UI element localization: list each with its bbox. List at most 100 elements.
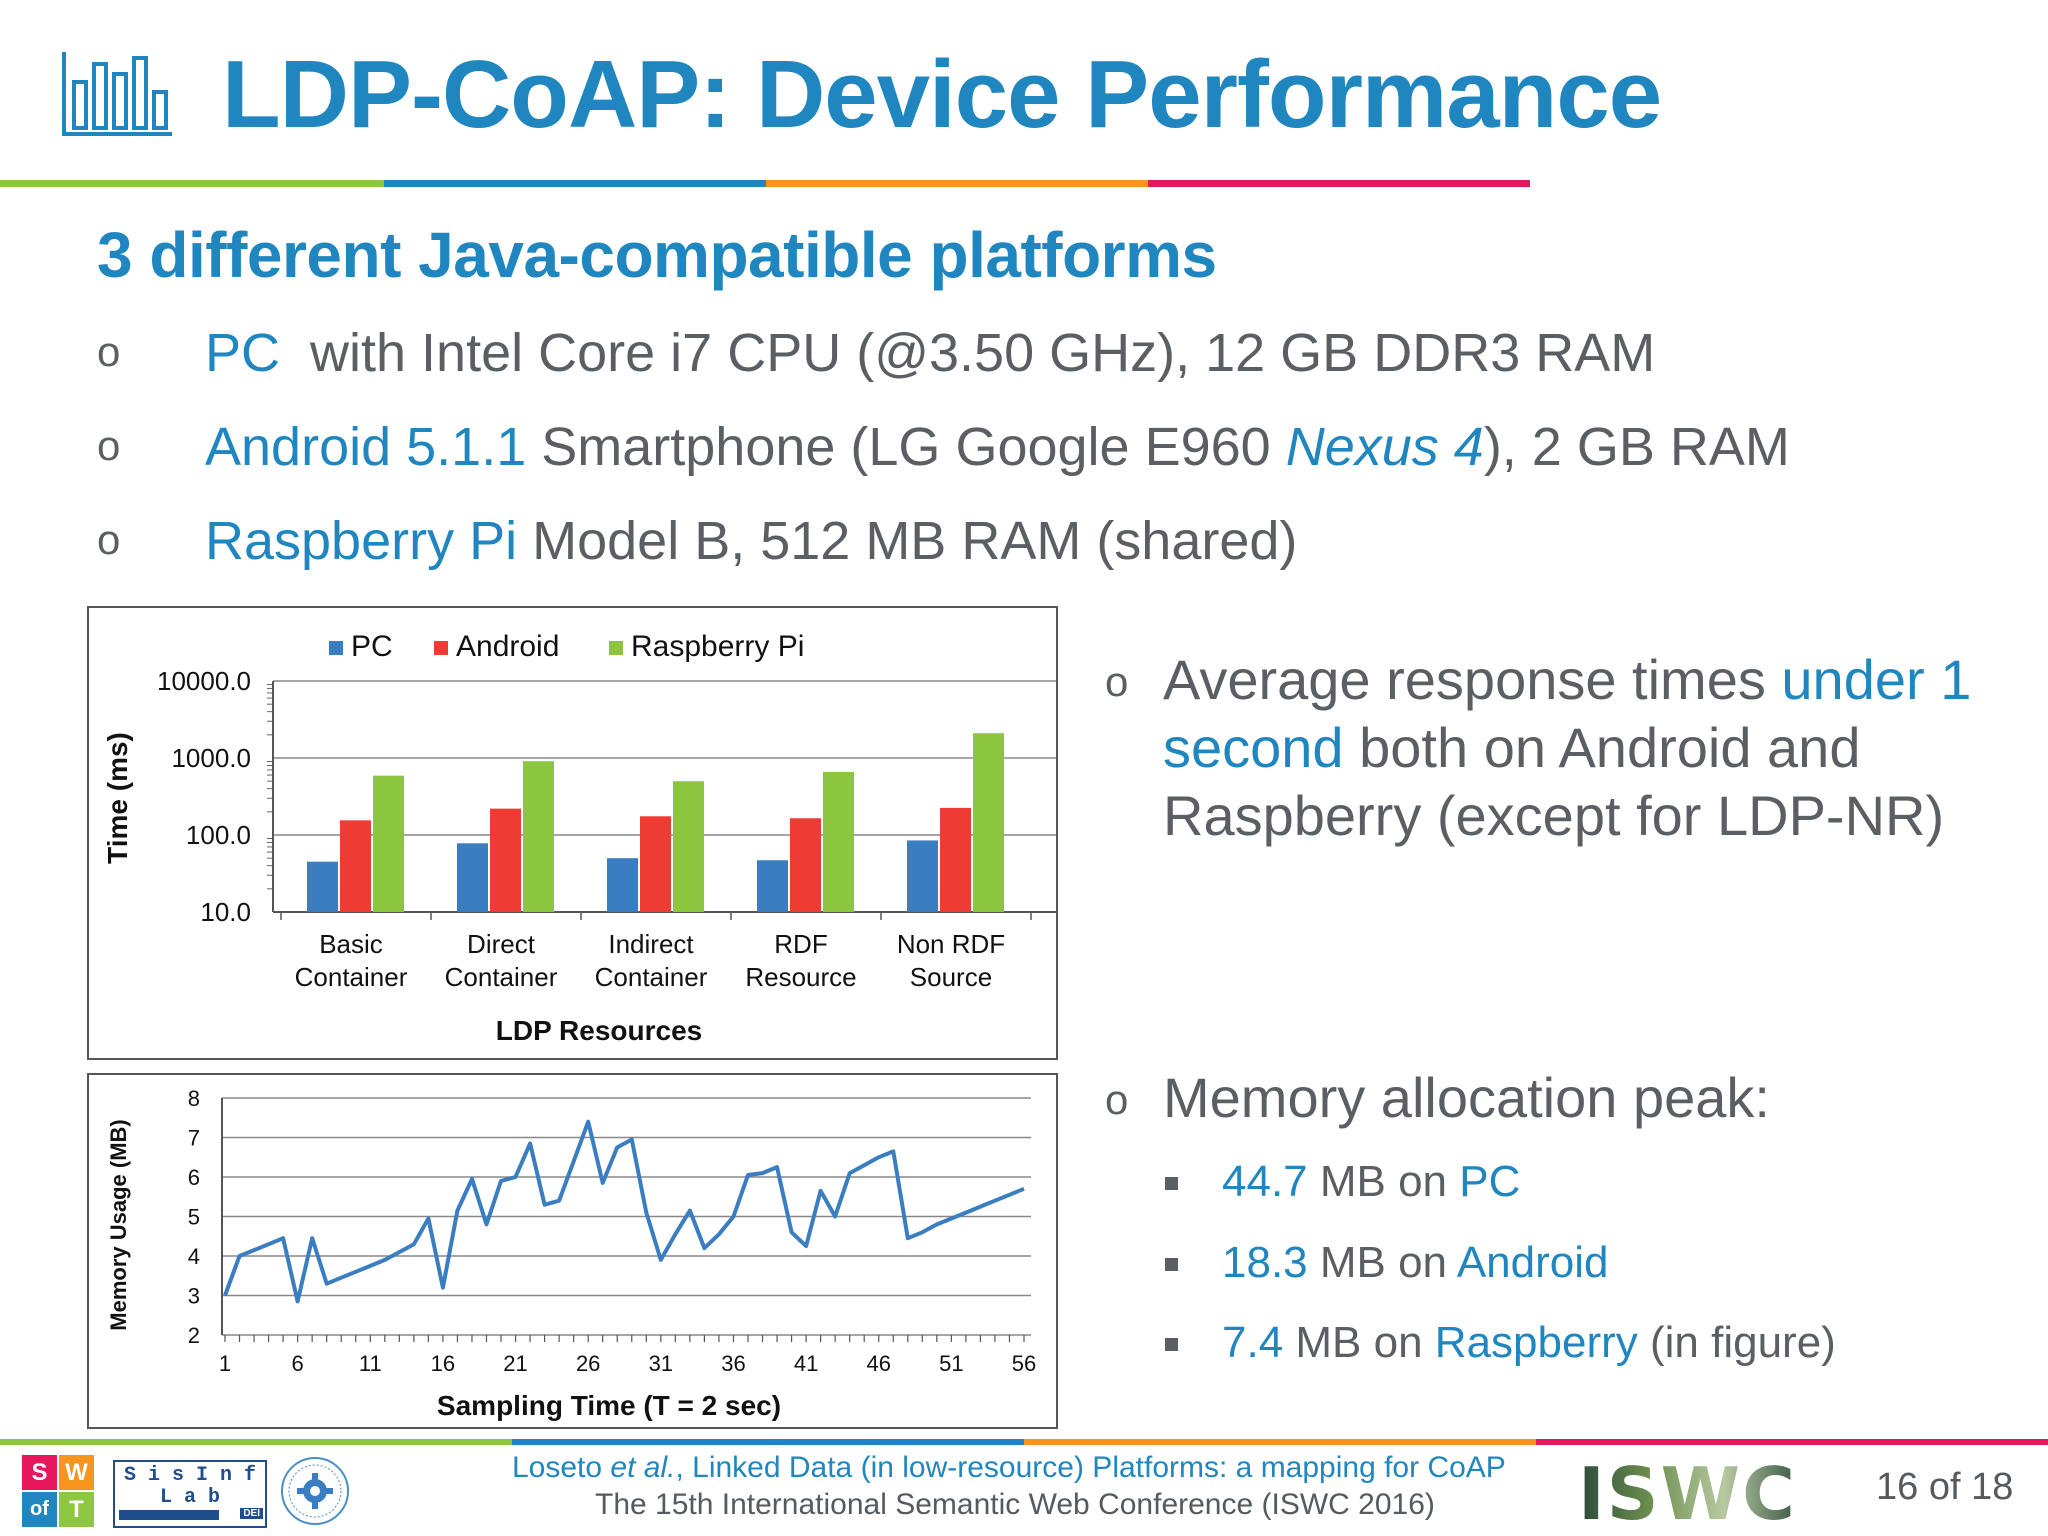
y-tick-label: 5 <box>188 1205 200 1230</box>
bar <box>907 840 938 912</box>
response-time-chart-svg: 10.0100.01000.010000.0BasicContainerDire… <box>102 630 1056 1046</box>
bar <box>523 761 554 912</box>
citation-post: , Linked Data (in low-resource) Platform… <box>675 1451 1506 1484</box>
memory-unit: MB on <box>1307 1157 1460 1206</box>
sisinf-line1: S i s I n f <box>123 1464 257 1487</box>
x-tick-label: Non RDF <box>897 929 1005 959</box>
x-tick-label: Source <box>910 962 992 992</box>
x-tick-label: 36 <box>721 1351 745 1376</box>
bar-chart-icon <box>62 52 172 136</box>
bullet-marker: o <box>1105 1076 1129 1123</box>
x-tick-label: 26 <box>576 1351 600 1376</box>
memory-heading: Memory allocation peak: <box>1163 1066 1770 1129</box>
memory-value: 44.7 <box>1222 1157 1308 1206</box>
swot-logo: S W of T <box>22 1455 94 1527</box>
citation-pre: Loseto <box>512 1451 611 1484</box>
y-tick-label: 8 <box>188 1086 200 1111</box>
x-tick-label: Indirect <box>608 929 694 959</box>
sisinf-line2: L a b <box>159 1486 220 1509</box>
x-tick-label: 21 <box>503 1351 527 1376</box>
y-tick-label: 7 <box>188 1126 200 1151</box>
x-tick-label: Basic <box>319 929 383 959</box>
device-model: Nexus 4 <box>1285 417 1484 477</box>
platform-name: Android 5.1.1 <box>205 417 527 477</box>
x-tick-label: 31 <box>649 1351 673 1376</box>
page-title: LDP-CoAP: Device Performance <box>222 41 1662 148</box>
swot-letter: T <box>59 1492 94 1527</box>
iswc-logo: ISWC <box>1578 1452 1797 1536</box>
sisinf-lab-logo: S i s I n f L a b DEI <box>113 1460 267 1528</box>
footer-rule-blue <box>512 1439 1024 1445</box>
platform-spec: Model B, 512 MB RAM (shared) <box>517 511 1298 571</box>
memory-usage-chart: 2 3 4 5 6 7 8 1 6 11 16 21 26 31 36 41 46 51 56 Memory Usag… <box>87 1073 1058 1429</box>
memory-platform: PC <box>1459 1157 1521 1206</box>
y-tick-label: 100.0 <box>186 820 251 850</box>
memory-unit: MB on <box>1283 1318 1435 1367</box>
y-axis-label: Time (ms) <box>102 732 133 864</box>
y-tick-label: 1000.0 <box>171 743 251 773</box>
platform-name: Raspberry Pi <box>205 511 518 571</box>
footer-rule-orange <box>1024 1439 1536 1445</box>
y-tick-label: 2 <box>188 1323 200 1348</box>
x-tick-label: 16 <box>431 1351 455 1376</box>
x-tick-label: Container <box>595 962 708 992</box>
title-rule-blue <box>384 180 766 187</box>
footer-rule-red <box>1536 1439 2048 1445</box>
bar <box>490 808 521 912</box>
bullet-marker: o <box>97 516 121 563</box>
x-tick-label: Resource <box>745 962 856 992</box>
bullet-marker: o <box>97 422 121 469</box>
legend-label: PC <box>351 630 393 663</box>
square-bullet <box>1165 1177 1178 1190</box>
sisinf-band <box>119 1510 219 1520</box>
response-text-pre: Average response times <box>1163 648 1782 711</box>
y-tick-label: 6 <box>188 1165 200 1190</box>
bar <box>790 818 821 912</box>
swot-letter: W <box>59 1455 94 1490</box>
subtitle: 3 different Java-compatible platforms <box>97 219 1217 291</box>
bar <box>340 820 371 912</box>
x-tick-label: Direct <box>467 929 536 959</box>
y-tick-label: 3 <box>188 1284 200 1309</box>
x-axis-label: LDP Resources <box>496 1015 702 1046</box>
memory-platform: Android <box>1456 1238 1609 1287</box>
footer-rule-green <box>0 1439 512 1445</box>
x-tick-label: 56 <box>1012 1351 1036 1376</box>
bar <box>457 843 488 912</box>
bar <box>373 775 404 912</box>
x-axis-label: Sampling Time (T = 2 sec) <box>437 1390 781 1421</box>
gear-seal-logo <box>281 1457 349 1525</box>
memory-value: 18.3 <box>1222 1238 1308 1287</box>
page-number: 16 of 18 <box>1876 1466 2014 1508</box>
x-tick-label: 41 <box>794 1351 818 1376</box>
footer-citation: Loseto et al., Linked Data (in low-resou… <box>512 1451 1506 1485</box>
x-tick-label: RDF <box>774 929 827 959</box>
x-tick-label: Container <box>295 962 408 992</box>
legend-swatch <box>609 641 623 655</box>
legend-swatch <box>329 641 343 655</box>
title-rule-green <box>0 180 384 187</box>
x-tick-label: 11 <box>359 1351 382 1376</box>
square-bullet <box>1165 1338 1178 1351</box>
footer-conference: The 15th International Semantic Web Conf… <box>595 1488 1435 1521</box>
memory-unit: MB on <box>1307 1238 1457 1287</box>
response-text-post: both on Android and Raspberry (except fo… <box>1163 716 1945 847</box>
platform-spec: with Intel Core i7 CPU (@3.50 GHz), 12 G… <box>280 323 1656 383</box>
response-highlight: under 1 second <box>1163 648 1972 779</box>
legend-swatch <box>434 641 448 655</box>
memory-value: 7.4 <box>1222 1318 1284 1367</box>
x-tick-label: 1 <box>219 1351 231 1376</box>
bar <box>307 861 338 912</box>
bullet-marker: o <box>1105 658 1129 705</box>
y-axis-label: Memory Usage (MB) <box>106 1119 131 1330</box>
x-tick-label: 6 <box>292 1351 304 1376</box>
title-rule-red <box>1148 180 1530 187</box>
memory-platform: Raspberry <box>1434 1318 1638 1367</box>
bar <box>823 771 854 912</box>
title-rule-orange <box>766 180 1148 187</box>
x-tick-label: 46 <box>866 1351 890 1376</box>
x-tick-label: Container <box>445 962 558 992</box>
memory-series-line <box>223 1119 1025 1304</box>
bar <box>673 781 704 912</box>
